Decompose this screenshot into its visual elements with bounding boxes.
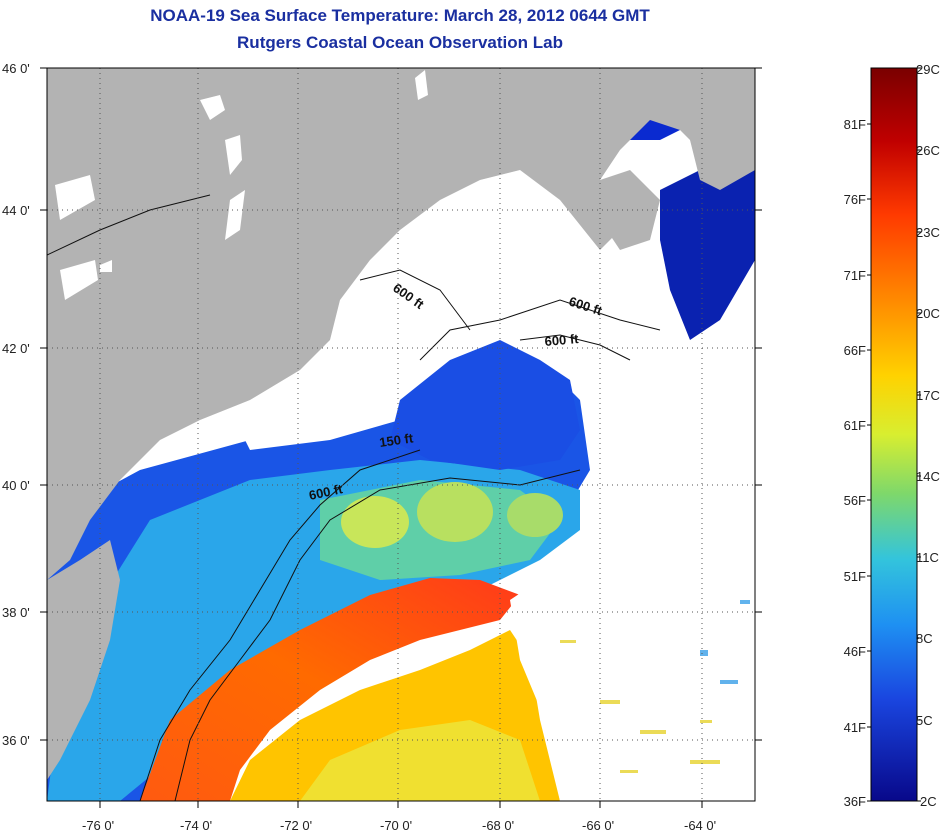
colorbar: 29C 26C 23C 20C 17C 14C 11C 8C 5C 2C 81F…: [844, 62, 940, 809]
colorbar-fahrenheit-label: 51F: [844, 569, 866, 584]
scotian-shelf-water: [660, 150, 755, 340]
eddy-east: [507, 493, 563, 537]
graticule: [47, 68, 755, 801]
lat-label: 42 0': [2, 341, 30, 356]
lon-label: -76 0': [82, 818, 114, 833]
land-northeast: [47, 68, 755, 580]
colorbar-fahrenheit-label: 61F: [844, 418, 866, 433]
lon-label: -74 0': [180, 818, 212, 833]
contour-label: 150 ft: [378, 430, 414, 450]
map-subtitle: Rutgers Coastal Ocean Observation Lab: [237, 33, 563, 52]
lon-label: -68 0': [482, 818, 514, 833]
longitude-labels: -76 0' -74 0' -72 0' -70 0' -68 0' -66 0…: [82, 818, 716, 833]
lon-label: -64 0': [684, 818, 716, 833]
cloud-mask: [510, 560, 755, 801]
lat-label: 44 0': [2, 203, 30, 218]
gulf-stream: [140, 578, 520, 801]
colorbar-fahrenheit-label: 56F: [844, 493, 866, 508]
colorbar-celsius-label: 14C: [916, 469, 940, 484]
map-title: NOAA-19 Sea Surface Temperature: March 2…: [150, 6, 650, 25]
colorbar-fahrenheit-label: 71F: [844, 268, 866, 283]
map-panel: 600 ft 600 ft 600 ft 150 ft 600 ft: [47, 68, 755, 801]
lon-label: -66 0': [582, 818, 614, 833]
colorbar-celsius-label: 20C: [916, 306, 940, 321]
lat-label: 38 0': [2, 605, 30, 620]
latitude-labels: 46 0' 44 0' 42 0' 40 0' 38 0' 36 0': [2, 61, 30, 748]
contour-label: 600 ft: [544, 331, 580, 349]
lon-label: -70 0': [380, 818, 412, 833]
colorbar-celsius-label: 23C: [916, 225, 940, 240]
colorbar-gradient: [870, 67, 918, 802]
colorbar-celsius-label: 8C: [916, 631, 933, 646]
colorbar-celsius-label: 26C: [916, 143, 940, 158]
map-frame: [46, 67, 756, 802]
eddy-west: [341, 496, 409, 548]
colorbar-fahrenheit-label: 81F: [844, 117, 866, 132]
gulf-of-maine-water: [390, 340, 580, 470]
lat-label: 40 0': [2, 478, 30, 493]
colorbar-fahrenheit-label: 46F: [844, 644, 866, 659]
colorbar-celsius-label: 5C: [916, 713, 933, 728]
colorbar-celsius-label: 29C: [916, 62, 940, 77]
depth-contours: [47, 194, 661, 801]
eddy-center: [417, 482, 493, 542]
axis-ticks: [40, 67, 762, 808]
lon-label: -72 0': [280, 818, 312, 833]
colorbar-celsius-label: 17C: [916, 388, 940, 403]
land-nova-scotia: [690, 120, 755, 190]
colorbar-celsius-label: 11C: [916, 550, 939, 565]
colorbar-fahrenheit-label: 36F: [844, 794, 866, 809]
contour-label: 600 ft: [308, 481, 345, 503]
colorbar-fahrenheit-label: 76F: [844, 192, 866, 207]
land-mid-atlantic: [47, 540, 120, 780]
lat-label: 36 0': [2, 733, 30, 748]
colorbar-celsius-label: 2C: [920, 794, 937, 809]
lat-label: 46 0': [2, 61, 30, 76]
colorbar-fahrenheit-label: 41F: [844, 720, 866, 735]
colorbar-fahrenheit-label: 66F: [844, 343, 866, 358]
